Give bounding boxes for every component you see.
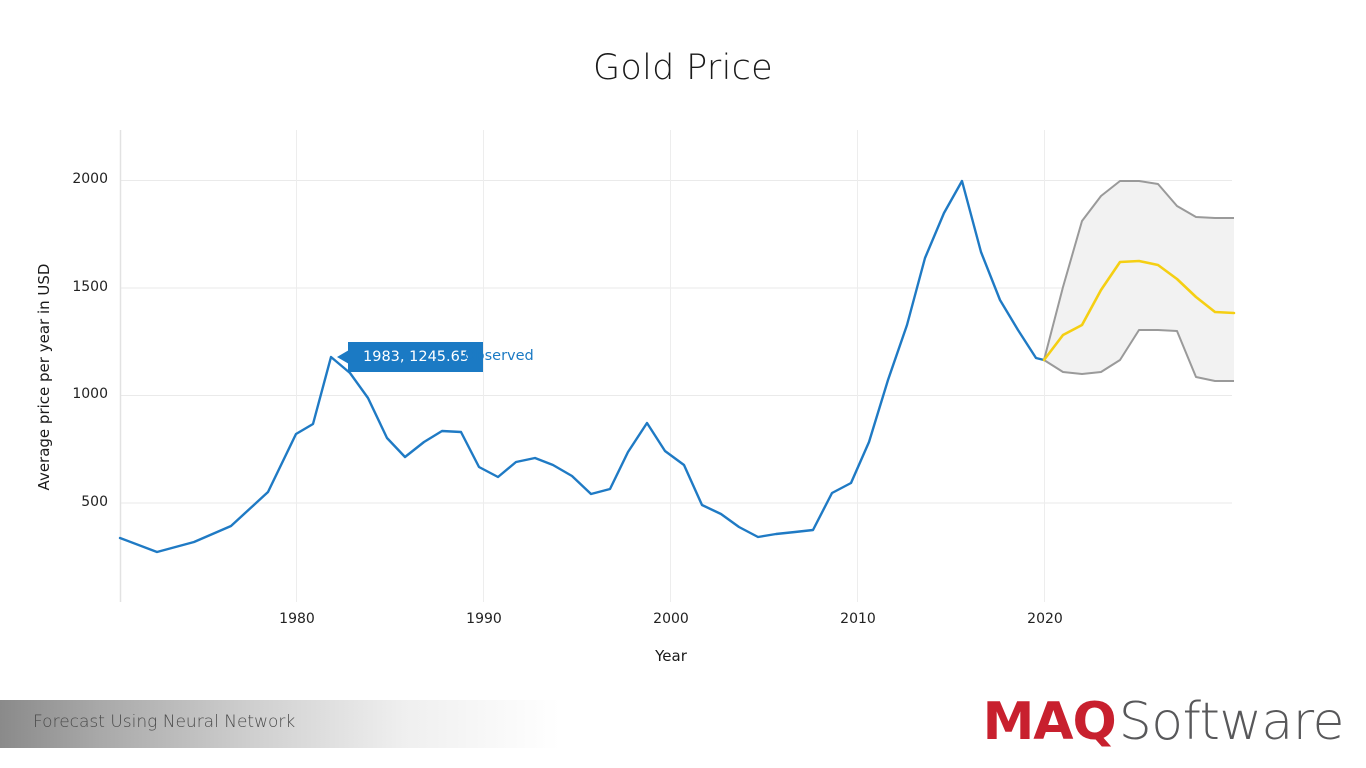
x-axis-title: Year xyxy=(655,647,687,665)
forecast-series-line xyxy=(1042,259,1236,362)
brand-name-maq: MAQ xyxy=(982,692,1117,752)
x-tick-2020: 2020 xyxy=(1027,611,1063,627)
forecast-upper-bound xyxy=(1043,180,1234,361)
callout-pointer-arrow xyxy=(337,350,349,364)
footer-gradient-bar xyxy=(0,700,560,748)
x-tick-1980: 1980 xyxy=(279,611,315,627)
gridlines-horizontal xyxy=(120,180,1232,504)
chart-plot-svg xyxy=(118,130,1236,602)
y-tick-1000: 1000 xyxy=(72,386,108,402)
forecast-lower-bound xyxy=(1043,329,1234,382)
data-point-callout[interactable]: 1983, 1245.65 xyxy=(348,342,484,372)
page-title: Gold Price xyxy=(593,48,773,88)
brand-name-software: Software xyxy=(1118,692,1345,752)
gold-price-chart: 2000 1500 1000 500 1980 1990 2000 2010 2… xyxy=(35,130,1236,665)
legend-observed-label: Observed xyxy=(464,348,534,364)
y-tick-1500: 1500 xyxy=(72,279,108,295)
gridlines-vertical xyxy=(296,130,1045,602)
y-tick-500: 500 xyxy=(81,494,108,510)
forecast-confidence-band xyxy=(1044,181,1234,381)
maq-software-logo: MAQ Software xyxy=(982,692,1345,752)
y-axis-title: Average price per year in USD xyxy=(35,263,53,491)
x-tick-2000: 2000 xyxy=(653,611,689,627)
x-tick-2010: 2010 xyxy=(840,611,876,627)
observed-series-line xyxy=(118,179,1046,554)
y-tick-2000: 2000 xyxy=(72,171,108,187)
footer-caption: Forecast Using Neural Network xyxy=(33,712,296,732)
x-tick-1990: 1990 xyxy=(466,611,502,627)
